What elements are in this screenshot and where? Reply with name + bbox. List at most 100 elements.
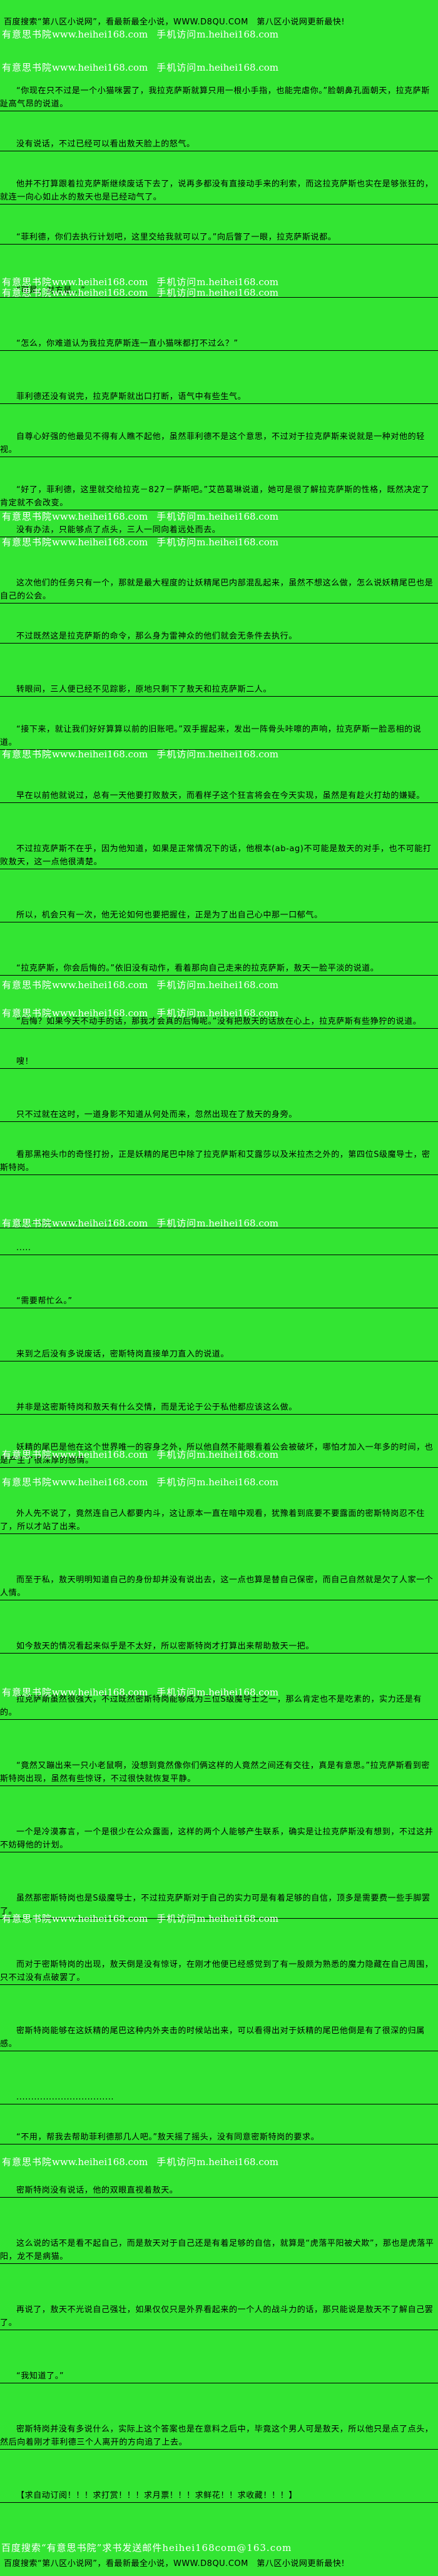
chapter-paragraph: 外人先不说了，竟然连自己人都要内斗，这让原本一直在暗中观看，犹豫着到底要不要露面…	[0, 1507, 438, 1534]
paragraph-gap	[0, 1614, 438, 1627]
chapter-paragraph: 一个是冷漠寡言，一个是很少在公众露面，这样的两个人能够产生联系，确实是让拉克萨斯…	[0, 1826, 438, 1852]
paragraph-gap	[0, 245, 438, 258]
paragraph-gap	[0, 976, 438, 989]
paragraph-gap	[0, 1335, 438, 1348]
paragraph-gap	[0, 205, 438, 218]
chapter-separator-dots: .....	[0, 1241, 438, 1255]
paragraph-gap	[0, 2356, 438, 2370]
paragraph-gap	[0, 617, 438, 630]
paragraph-gap	[0, 657, 438, 670]
chapter-paragraph: 没有办法，只能够点了点头，三人一同向着远处而去。	[0, 523, 438, 537]
paragraph-gap	[0, 670, 438, 683]
chapter-paragraph: 他并不打算跟着拉克萨斯继续废话下去了，说再多都没有直接动手来的利索，而这拉克萨斯…	[0, 178, 438, 205]
chapter-paragraph: “拉克萨斯，你会后悔的。”依旧没有动作，看着那向自己走来的拉克萨斯，敖天一脸平淡…	[0, 962, 438, 976]
paragraph-gap	[0, 2343, 438, 2356]
chapter-paragraph: 并非是这密斯特岗和敖天有什么交情，而是无论于公于私他都应该这么做。	[0, 1401, 438, 1415]
paragraph-gap	[0, 936, 438, 949]
paragraph-gap	[0, 1812, 438, 1826]
paragraph-gap	[0, 2277, 438, 2290]
chapter-paragraph: 不过拉克萨斯不在乎，因为他知道，如果是正常情况下的话，他根本(ab-ag)不可能…	[0, 842, 438, 869]
chapter-paragraph: 如今敖天的情况看起来似乎是不太好，所以密斯特岗才打算出来帮助敖天一把。	[0, 1640, 438, 1654]
paragraph-gap	[0, 1042, 438, 1055]
chapter-paragraph: 这么说的话不是看不起自己，而是敖天对于自己还是有着足够的自信，就算是“虎落平阳被…	[0, 2237, 438, 2264]
paragraph-gap	[0, 1654, 438, 1667]
paragraph-gap	[0, 1919, 438, 1932]
paragraph-gap	[0, 1786, 438, 1799]
paragraph-gap	[0, 1733, 438, 1746]
paragraph-gap	[0, 949, 438, 962]
paragraph-gap	[0, 2211, 438, 2224]
paragraph-gap	[0, 298, 438, 311]
paragraph-gap	[0, 1228, 438, 1241]
paragraph-gap	[0, 377, 438, 390]
paragraph-gap	[0, 1122, 438, 1135]
paragraph-gap	[0, 2450, 438, 2463]
paragraph-gap	[0, 2529, 438, 2542]
chapter-paragraph: 而至于私，敖天明明知道自己的身份却并没有说出去，这一点也算是替自己保密，而自己自…	[0, 1573, 438, 1600]
paragraph-gap	[0, 2503, 438, 2516]
paragraph-gap	[0, 644, 438, 657]
paragraph-gap	[0, 829, 438, 842]
paragraph-gap	[0, 2290, 438, 2303]
paragraph-gap	[0, 1029, 438, 1042]
paragraph-gap	[0, 2224, 438, 2237]
paragraph-gap	[0, 1281, 438, 1295]
chapter-paragraph: 没有说话，不过已经可以看出敖天脸上的怒气。	[0, 138, 438, 151]
paragraph-gap	[0, 1069, 438, 1082]
paragraph-gap	[0, 271, 438, 284]
chapter-paragraph: 这次他们的任务只有一个，那就是最大程度的让妖精尾巴内部混乱起来，虽然不想这么做，…	[0, 577, 438, 604]
paragraph-gap	[0, 111, 438, 124]
paragraph-gap	[0, 2011, 438, 2024]
chapter-paragraph-sfx: 嗖！	[0, 1055, 438, 1069]
paragraph-gap	[0, 1428, 438, 1441]
paragraph-gap	[0, 1388, 438, 1401]
paragraph-gap	[0, 2198, 438, 2211]
paragraph-gap	[0, 763, 438, 776]
chapter-paragraph: “菲利德，你们去执行计划吧，这里交给我就可以了。”向后瞥了一眼，拉克萨斯说都。	[0, 231, 438, 245]
paragraph-gap	[0, 2476, 438, 2489]
paragraph-gap	[0, 510, 438, 523]
paragraph-gap	[0, 896, 438, 909]
paragraph-gap	[0, 2264, 438, 2277]
paragraph-gap	[0, 218, 438, 231]
paragraph-gap	[0, 1667, 438, 1680]
paragraph-gap	[0, 1494, 438, 1507]
chapter-paragraph: 密斯特岗没有说话，他的双眼直视着敖天。	[0, 2184, 438, 2198]
chapter-separator-dots: .................................	[0, 1215, 438, 1228]
chapter-paragraph: 只不过就在这时，一道身影不知道从何处而来，忽然出现在了敖天的身旁。	[0, 1108, 438, 1122]
paragraph-gap	[0, 164, 438, 178]
paragraph-gap	[0, 1082, 438, 1095]
paragraph-gap	[0, 922, 438, 936]
paragraph-gap	[0, 2330, 438, 2343]
paragraph-gap	[0, 1985, 438, 1998]
chapter-paragraph: “接下来，就让我们好好算算以前的旧账吧。”双手握起来，发出一阵骨头咔嚓的声响，拉…	[0, 723, 438, 750]
paragraph-gap	[0, 71, 438, 84]
paragraph-gap	[0, 2051, 438, 2064]
paragraph-gap	[0, 2064, 438, 2078]
paragraph-gap	[0, 1932, 438, 1945]
paragraph-gap	[0, 151, 438, 164]
paragraph-gap	[0, 816, 438, 829]
watermark-mail-line: 百度搜索“有意思书院”求书发送邮件heihei168com@163.com	[1, 2542, 292, 2553]
paragraph-gap	[0, 989, 438, 1002]
paragraph-gap	[0, 803, 438, 816]
paragraph-gap	[0, 882, 438, 896]
chapter-paragraph: “你现在只不过是一个小猫咪罢了，我拉克萨斯就算只用一根小手指，也能完虐你。”脸朝…	[0, 84, 438, 111]
paragraph-gap	[0, 1188, 438, 1201]
chapter-paragraph: 不过既然这是拉克萨斯的命令，那么身为雷神众的他们就会无条件去执行。	[0, 630, 438, 644]
paragraph-gap	[0, 1879, 438, 1892]
paragraph-gap	[0, 1866, 438, 1879]
chapter-paragraph: 来到之后没有多说废话，密斯特岗直接单刀直入的说道。	[0, 1348, 438, 1361]
paragraph-gap	[0, 1720, 438, 1733]
paragraph-gap	[0, 1361, 438, 1375]
chapter-paragraph: 虽然那密斯特岗也是S级魔导士，不过拉克萨斯对于自己的实力可是有着足够的自信，顶多…	[0, 1892, 438, 1919]
paragraph-gap	[0, 1201, 438, 1215]
chapter-paragraph: “需要帮忙么。”	[0, 1295, 438, 1308]
paragraph-gap	[0, 457, 438, 470]
paragraph-gap	[0, 2158, 438, 2171]
paragraph-gap	[0, 1627, 438, 1640]
paragraph-gap	[0, 1415, 438, 1428]
chapter-paragraph: “好了，菲利德，这里就交给拉克－827－萨斯吧。”艾芭葛琳说道，她可是很了解拉克…	[0, 483, 438, 510]
paragraph-gap	[0, 750, 438, 763]
paragraph-gap	[0, 604, 438, 617]
